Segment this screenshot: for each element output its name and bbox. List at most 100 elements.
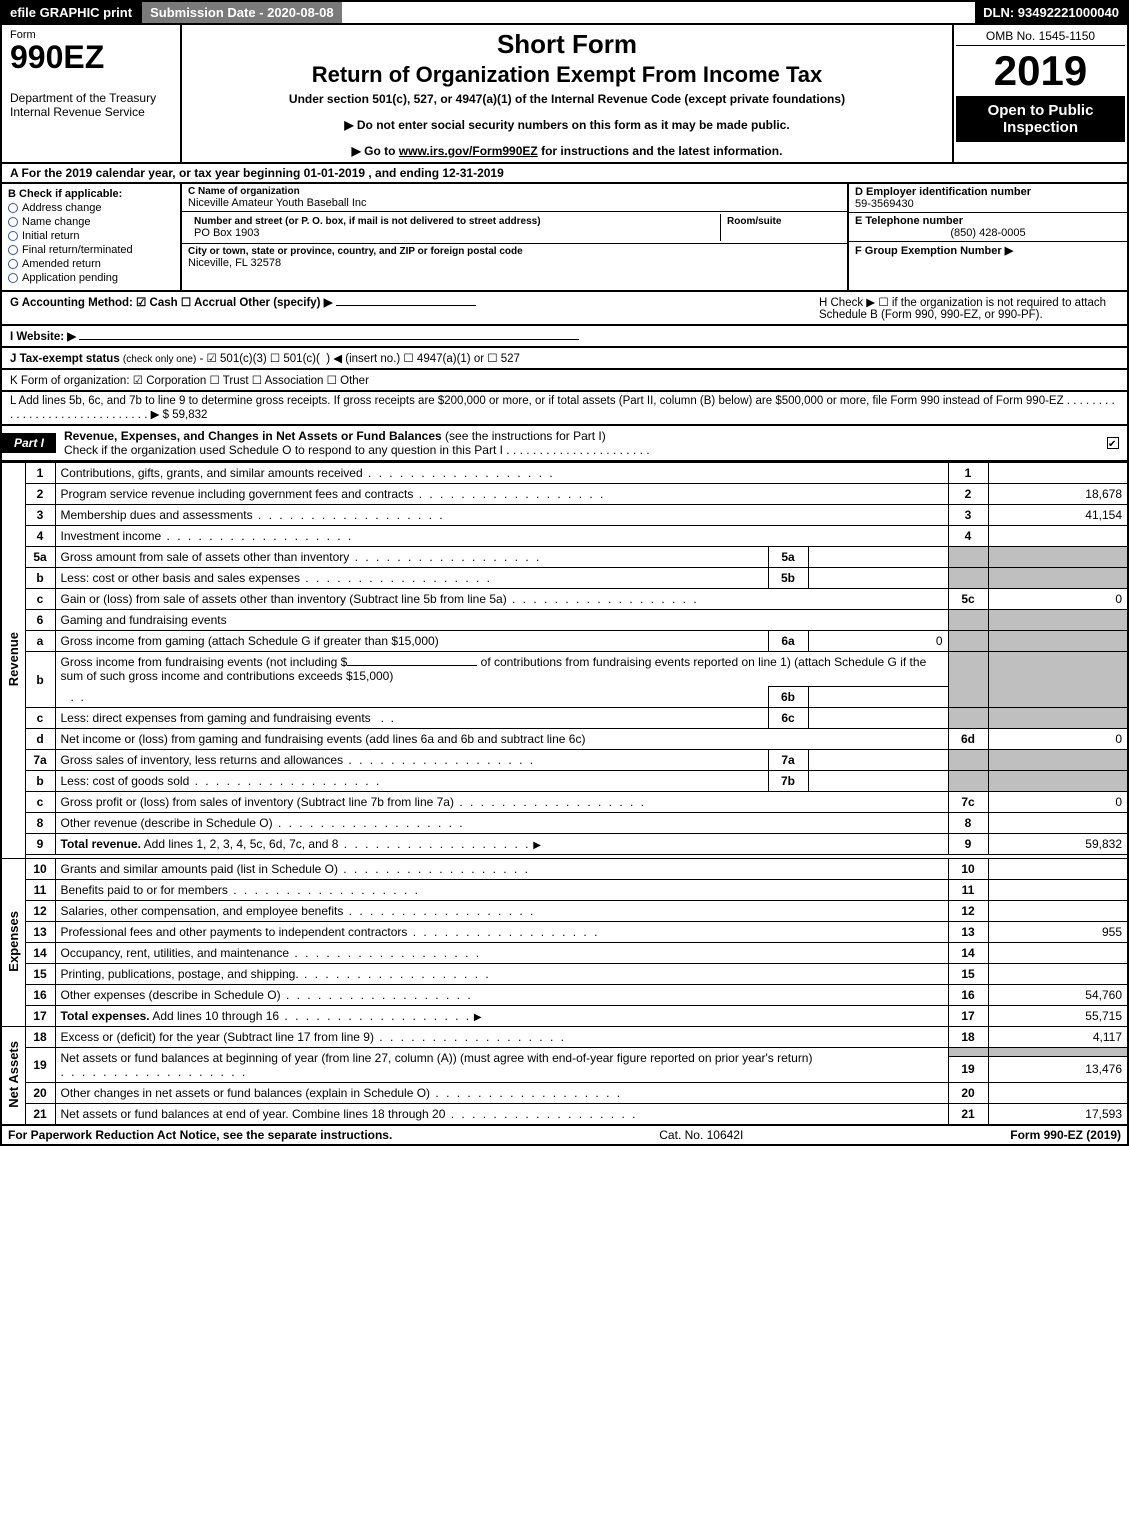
top-bar: efile GRAPHIC print Submission Date - 20…	[0, 0, 1129, 25]
line-17: 17Total expenses. Add lines 10 through 1…	[1, 1006, 1128, 1027]
under-section: Under section 501(c), 527, or 4947(a)(1)…	[232, 92, 902, 106]
row-l: L Add lines 5b, 6c, and 7b to line 9 to …	[0, 392, 1129, 426]
short-form-title: Short Form	[192, 29, 942, 60]
line-2-value: 18,678	[988, 484, 1128, 505]
line-4: 4Investment income 4	[1, 526, 1128, 547]
tax-year: 2019	[956, 46, 1125, 96]
form-ref: Form 990-EZ (2019)	[1010, 1128, 1121, 1142]
entity-block: B Check if applicable: Address change Na…	[0, 184, 1129, 292]
line-14-value	[988, 943, 1128, 964]
line-7c-value: 0	[988, 792, 1128, 813]
chk-name-change[interactable]: Name change	[8, 216, 174, 228]
phone-value: (850) 428-0005	[855, 227, 1121, 239]
chk-address-change[interactable]: Address change	[8, 202, 174, 214]
dept-irs: Internal Revenue Service	[10, 105, 172, 119]
page-footer: For Paperwork Reduction Act Notice, see …	[0, 1126, 1129, 1146]
website-input[interactable]	[79, 339, 579, 340]
line-11: 11Benefits paid to or for members11	[1, 880, 1128, 901]
header-right: OMB No. 1545-1150 2019 Open to Public In…	[952, 25, 1127, 162]
open-inspection: Open to Public Inspection	[956, 96, 1125, 142]
line-11-value	[988, 880, 1128, 901]
c-label: C Name of organization	[188, 186, 841, 197]
efile-print-label[interactable]: efile GRAPHIC print	[2, 2, 140, 23]
line-7b: bLess: cost of goods sold 7b	[1, 771, 1128, 792]
line-1: Revenue 1 Contributions, gifts, grants, …	[1, 463, 1128, 484]
line-6b-text: b Gross income from fundraising events (…	[1, 652, 1128, 687]
row-g-h: G Accounting Method: ☑ Cash ☐ Accrual Ot…	[0, 292, 1129, 326]
line-6c: cLess: direct expenses from gaming and f…	[1, 708, 1128, 729]
paperwork-notice: For Paperwork Reduction Act Notice, see …	[8, 1128, 392, 1142]
d-label: D Employer identification number	[855, 186, 1121, 198]
form-number: 990EZ	[10, 41, 172, 73]
return-title: Return of Organization Exempt From Incom…	[192, 62, 942, 88]
line-4-value	[988, 526, 1128, 547]
line-19-text: 19 Net assets or fund balances at beginn…	[1, 1048, 1128, 1057]
row-k: K Form of organization: ☑ Corporation ☐ …	[0, 370, 1129, 392]
checkbox-icon	[8, 245, 18, 255]
line-20: 20Other changes in net assets or fund ba…	[1, 1083, 1128, 1104]
dln-label: DLN: 93492221000040	[975, 2, 1127, 23]
part1-check-line: Check if the organization used Schedule …	[64, 443, 650, 457]
group-exemption: F Group Exemption Number ▶	[849, 242, 1127, 259]
line-16: 16Other expenses (describe in Schedule O…	[1, 985, 1128, 1006]
line-8-value	[988, 813, 1128, 834]
tax-period-row: A For the 2019 calendar year, or tax yea…	[0, 164, 1129, 184]
phone-section: E Telephone number (850) 428-0005	[849, 213, 1127, 242]
chk-final-return[interactable]: Final return/terminated	[8, 244, 174, 256]
line-5a: 5aGross amount from sale of assets other…	[1, 547, 1128, 568]
org-name-row: C Name of organization Niceville Amateur…	[182, 184, 847, 212]
part1-label: Part I	[2, 433, 56, 453]
line-5b: bLess: cost or other basis and sales exp…	[1, 568, 1128, 589]
line-6b-value	[808, 687, 948, 708]
line-7a: 7aGross sales of inventory, less returns…	[1, 750, 1128, 771]
line-3-value: 41,154	[988, 505, 1128, 526]
line-6d-value: 0	[988, 729, 1128, 750]
row-j: J Tax-exempt status (check only one) - ☑…	[0, 348, 1129, 370]
line-6a-value: 0	[808, 631, 948, 652]
line-1-value	[988, 463, 1128, 484]
part1-header: Part I Revenue, Expenses, and Changes in…	[0, 426, 1129, 462]
goto-post: for instructions and the latest informat…	[538, 144, 783, 158]
line-13-value: 955	[988, 922, 1128, 943]
checkbox-icon	[8, 273, 18, 283]
city-label: City or town, state or province, country…	[188, 246, 841, 257]
line-7a-value	[808, 750, 948, 771]
chk-application-pending[interactable]: Application pending	[8, 272, 174, 284]
line-5c-value: 0	[988, 589, 1128, 610]
dept-treasury: Department of the Treasury	[10, 91, 172, 105]
checkb-title: B Check if applicable:	[8, 188, 174, 200]
irs-link[interactable]: www.irs.gov/Form990EZ	[399, 144, 538, 158]
line-5a-value	[808, 547, 948, 568]
chk-initial-return[interactable]: Initial return	[8, 230, 174, 242]
line-6c-value	[808, 708, 948, 729]
part1-checkbox[interactable]	[1107, 437, 1119, 449]
ssn-warning: ▶ Do not enter social security numbers o…	[192, 118, 942, 132]
cat-number: Cat. No. 10642I	[392, 1128, 1010, 1142]
entity-center: C Name of organization Niceville Amateur…	[182, 184, 847, 290]
ein-value: 59-3569430	[855, 198, 1121, 210]
j-status: ☑ 501(c)(3) ☐ 501(c)( ) ◀ (insert no.) ☐…	[207, 353, 520, 365]
line-15: 15Printing, publications, postage, and s…	[1, 964, 1128, 985]
line-16-value: 54,760	[988, 985, 1128, 1006]
checkbox-icon	[8, 217, 18, 227]
line-12: 12Salaries, other compensation, and empl…	[1, 901, 1128, 922]
checkbox-icon	[8, 259, 18, 269]
line-2: 2Program service revenue including gover…	[1, 484, 1128, 505]
org-name: Niceville Amateur Youth Baseball Inc	[188, 197, 841, 209]
line-21: 21Net assets or fund balances at end of …	[1, 1104, 1128, 1126]
goto-line: ▶ Go to www.irs.gov/Form990EZ for instru…	[192, 144, 942, 158]
revenue-section-label: Revenue	[1, 463, 25, 859]
chk-amended-return[interactable]: Amended return	[8, 258, 174, 270]
netassets-section-label: Net Assets	[1, 1027, 25, 1126]
line-21-value: 17,593	[988, 1104, 1128, 1126]
line-8: 8Other revenue (describe in Schedule O) …	[1, 813, 1128, 834]
line-10-value	[988, 859, 1128, 880]
part1-title: Revenue, Expenses, and Changes in Net As…	[56, 426, 1107, 460]
expenses-section-label: Expenses	[1, 859, 25, 1027]
line-6d: dNet income or (loss) from gaming and fu…	[1, 729, 1128, 750]
i-website: I Website: ▶	[10, 331, 76, 343]
address-row: Number and street (or P. O. box, if mail…	[182, 212, 847, 244]
addr-label: Number and street (or P. O. box, if mail…	[194, 216, 714, 227]
line-13: 13Professional fees and other payments t…	[1, 922, 1128, 943]
line-17-value: 55,715	[988, 1006, 1128, 1027]
